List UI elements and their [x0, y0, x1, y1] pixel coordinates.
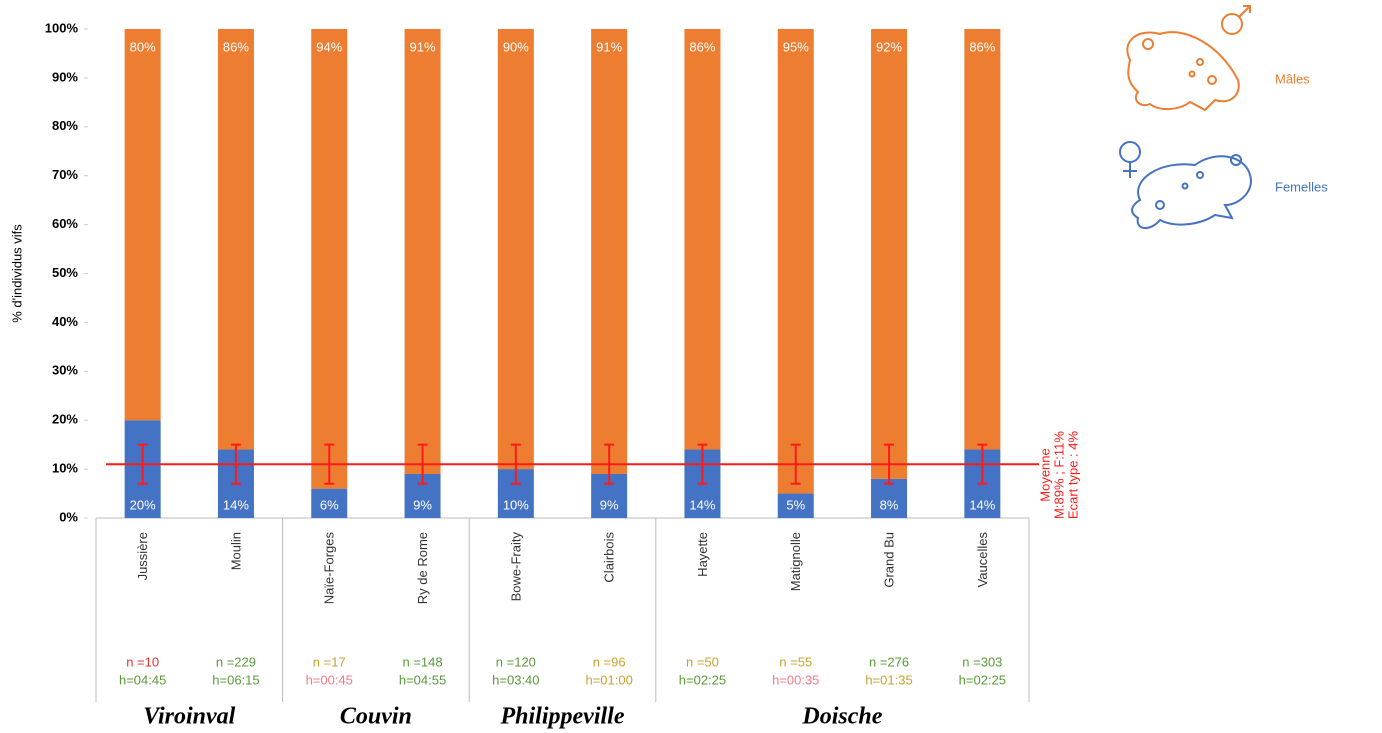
bar-segment [684, 29, 721, 450]
category-label: Moulin [228, 532, 243, 570]
h-label: h=02:25 [679, 672, 726, 687]
bar-segment [871, 478, 908, 518]
value-label: 95% [783, 39, 809, 54]
value-label: 92% [876, 39, 902, 54]
h-label: h=02:25 [959, 672, 1006, 687]
bar-segment [311, 29, 348, 489]
category-label: Clairbois [602, 532, 617, 583]
value-label: 91% [596, 39, 622, 54]
bar-segment [777, 29, 814, 494]
group-label: Couvin [340, 704, 412, 730]
h-label: h=06:15 [212, 672, 259, 687]
category-label: Hayette [695, 532, 710, 577]
bar-segment [124, 29, 161, 421]
y-tick-label: 50% [52, 265, 78, 280]
mean-annotation: Moyenne [1037, 448, 1052, 501]
n-label: n =303 [962, 654, 1002, 669]
n-label: n =96 [593, 654, 626, 669]
n-label: n =276 [869, 654, 909, 669]
group-label: Doische [801, 704, 882, 730]
value-label: 9% [413, 497, 432, 512]
n-label: n =10 [126, 654, 159, 669]
n-label: n =229 [216, 654, 256, 669]
y-tick-label: 30% [52, 363, 78, 378]
legend-label: Mâles [1275, 71, 1310, 86]
bar-segment [311, 488, 348, 518]
legend-icons [1119, 5, 1252, 229]
value-label: 94% [316, 39, 342, 54]
legend-label: Femelles [1275, 179, 1328, 194]
value-label: 91% [410, 39, 436, 54]
y-tick-label: 20% [52, 412, 78, 427]
value-label: 8% [880, 497, 899, 512]
mean-annotation: Ecart type : 4% [1065, 430, 1080, 519]
n-label: n =50 [686, 654, 719, 669]
n-label: n =17 [313, 654, 346, 669]
value-label: 80% [130, 39, 156, 54]
value-label: 90% [503, 39, 529, 54]
n-label: n =120 [496, 654, 536, 669]
bar-segment [777, 493, 814, 518]
group-label: Philippeville [500, 704, 625, 730]
y-tick-label: 0% [59, 509, 78, 524]
y-tick-label: 90% [52, 69, 78, 84]
value-label: 14% [969, 497, 995, 512]
value-label: 14% [223, 497, 249, 512]
value-label: 86% [223, 39, 249, 54]
category-label: Grand Bu [881, 532, 896, 588]
value-label: 6% [320, 497, 339, 512]
value-label: 9% [600, 497, 619, 512]
category-label: Ry de Rome [415, 532, 430, 604]
value-label: 10% [503, 497, 529, 512]
y-tick-label: 10% [52, 461, 78, 476]
category-label: Naïe-Forges [322, 532, 337, 605]
n-label: n =55 [779, 654, 812, 669]
value-label: 14% [689, 497, 715, 512]
h-label: h=00:45 [306, 672, 353, 687]
category-label: Jussière [135, 532, 150, 580]
bar-segment [591, 29, 628, 474]
h-label: h=04:45 [119, 672, 166, 687]
y-tick-label: 40% [52, 314, 78, 329]
y-axis-label: % d'individus vifs [9, 224, 24, 323]
h-label: h=03:40 [492, 672, 539, 687]
h-label: h=01:35 [865, 672, 912, 687]
category-label: Vaucelles [975, 532, 990, 588]
bar-segment [871, 29, 908, 479]
mean-annotation: M:89% ; F:11% [1051, 431, 1066, 519]
category-label: Bowe-Fraity [508, 532, 523, 602]
bar-segment [404, 29, 441, 474]
y-tick-label: 60% [52, 216, 78, 231]
h-label: h=01:00 [585, 672, 632, 687]
group-label: Viroinval [143, 704, 235, 730]
value-label: 86% [969, 39, 995, 54]
value-label: 20% [130, 497, 156, 512]
n-label: n =148 [402, 654, 442, 669]
y-tick-label: 100% [45, 20, 79, 35]
value-label: 5% [786, 497, 805, 512]
y-tick-label: 80% [52, 118, 78, 133]
h-label: h=00:35 [772, 672, 819, 687]
category-label: Matignolle [788, 532, 803, 591]
h-label: h=04:55 [399, 672, 446, 687]
bar-segment [217, 29, 254, 450]
value-label: 86% [689, 39, 715, 54]
bar-segment [964, 29, 1001, 450]
y-tick-label: 70% [52, 167, 78, 182]
bar-segment [497, 29, 534, 470]
